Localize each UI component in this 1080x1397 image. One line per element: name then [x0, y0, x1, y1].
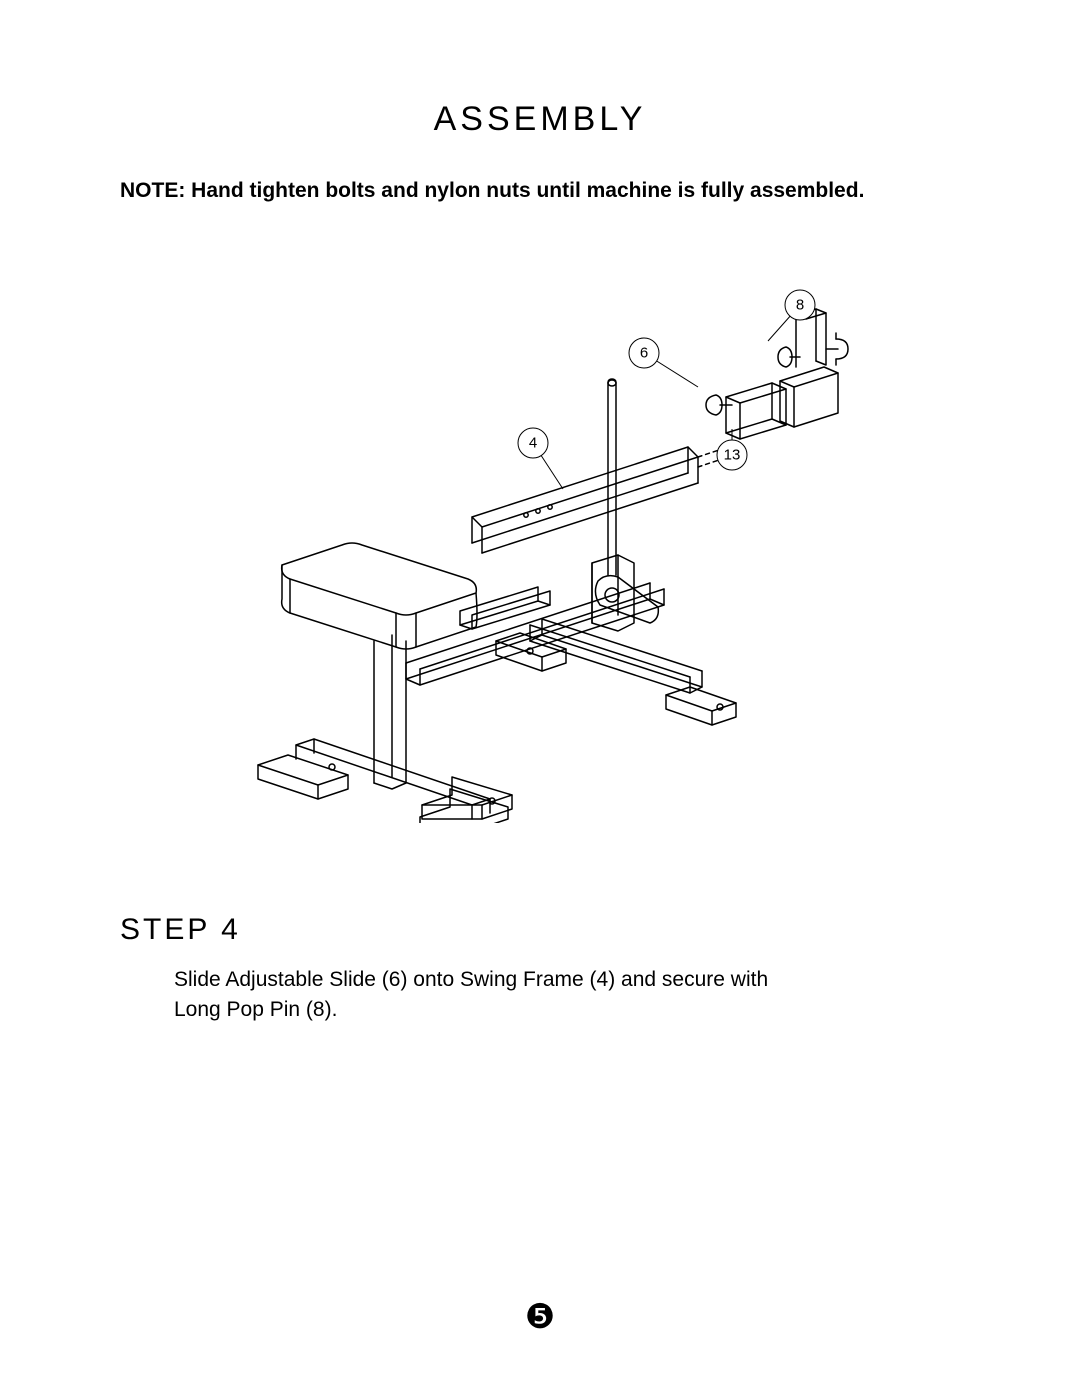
page-title: ASSEMBLY: [120, 100, 960, 139]
page-number: ❺: [0, 1297, 1080, 1337]
page: ASSEMBLY NOTE: Hand tighten bolts and ny…: [0, 0, 1080, 1397]
callout-label: 13: [724, 447, 741, 464]
assembly-diagram: 8 6 4 13: [120, 263, 960, 873]
step-heading: STEP 4: [120, 913, 960, 947]
callout-label: 6: [640, 345, 648, 362]
assembly-note: NOTE: Hand tighten bolts and nylon nuts …: [120, 179, 960, 203]
diagram-svg: 8 6 4 13: [220, 263, 860, 823]
callout-label: 8: [796, 297, 804, 314]
callout-label: 4: [529, 435, 537, 452]
step-body: Slide Adjustable Slide (6) onto Swing Fr…: [174, 965, 814, 1026]
